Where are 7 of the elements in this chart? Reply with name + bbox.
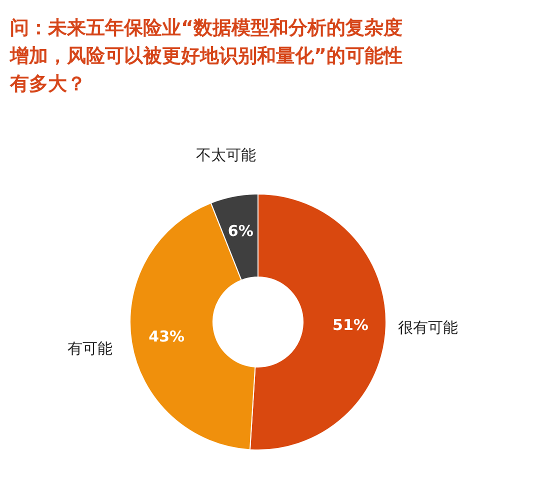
chart-title: 问：未来五年保险业“数据模型和分析的复杂度增加，风险可以被更好地识别和量化”的可能性有多大？ <box>9 17 402 95</box>
slice-label: 有可能 <box>68 340 113 358</box>
slice-label: 很有可能 <box>398 318 458 336</box>
data-label: 51% <box>332 316 368 334</box>
slice-label: 不太可能 <box>196 146 256 164</box>
data-label: 43% <box>148 327 185 346</box>
data-label: 6% <box>228 222 254 240</box>
